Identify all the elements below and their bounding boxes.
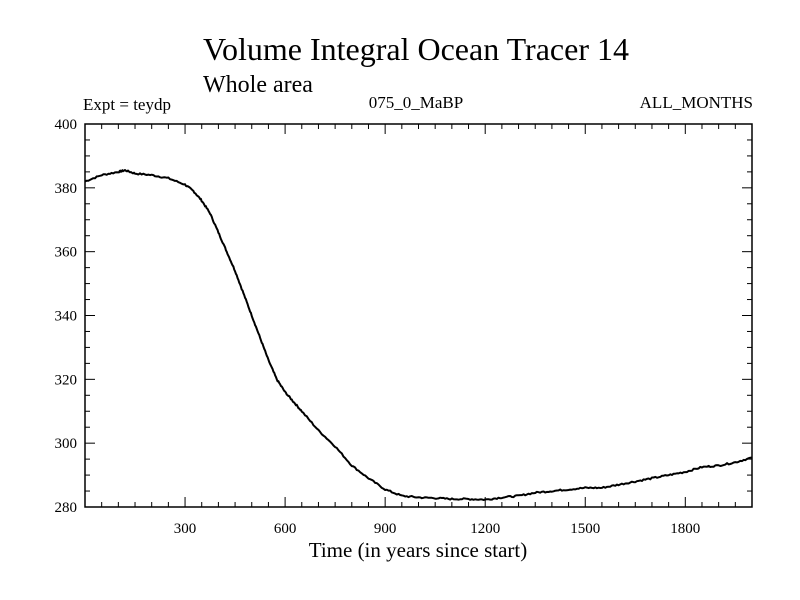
x-tick-label: 1200 [470, 521, 500, 537]
x-tick-label: 1800 [670, 521, 700, 537]
x-tick-label: 1500 [570, 521, 600, 537]
chart-title: Volume Integral Ocean Tracer 14 [203, 31, 629, 67]
y-tick-label: 360 [55, 245, 78, 261]
plot-frame [84, 123, 753, 508]
y-tick-label: 320 [55, 372, 78, 388]
x-tick-label: 900 [374, 521, 397, 537]
axis-tick-labels: 300 600 900 1200 1500 1800 280 300 320 340 360 380 4… [55, 117, 701, 537]
y-tick-label: 380 [55, 181, 78, 197]
y-tick-label: 340 [55, 309, 78, 325]
chart-subtitle: Whole area [203, 72, 313, 98]
x-tick-label: 600 [274, 521, 297, 537]
annotation-months: ALL_MONTHS [640, 93, 753, 112]
annotation-experiment: Expt = teydp [83, 95, 171, 114]
series-line [84, 169, 753, 501]
x-tick-label: 300 [174, 521, 197, 537]
y-tick-label: 400 [55, 117, 78, 133]
y-tick-label: 280 [55, 500, 78, 516]
y-tick-label: 300 [55, 436, 78, 452]
axis-ticks [85, 124, 752, 507]
x-axis-label: Time (in years since start) [309, 538, 528, 562]
annotation-period: 075_0_MaBP [369, 93, 463, 112]
